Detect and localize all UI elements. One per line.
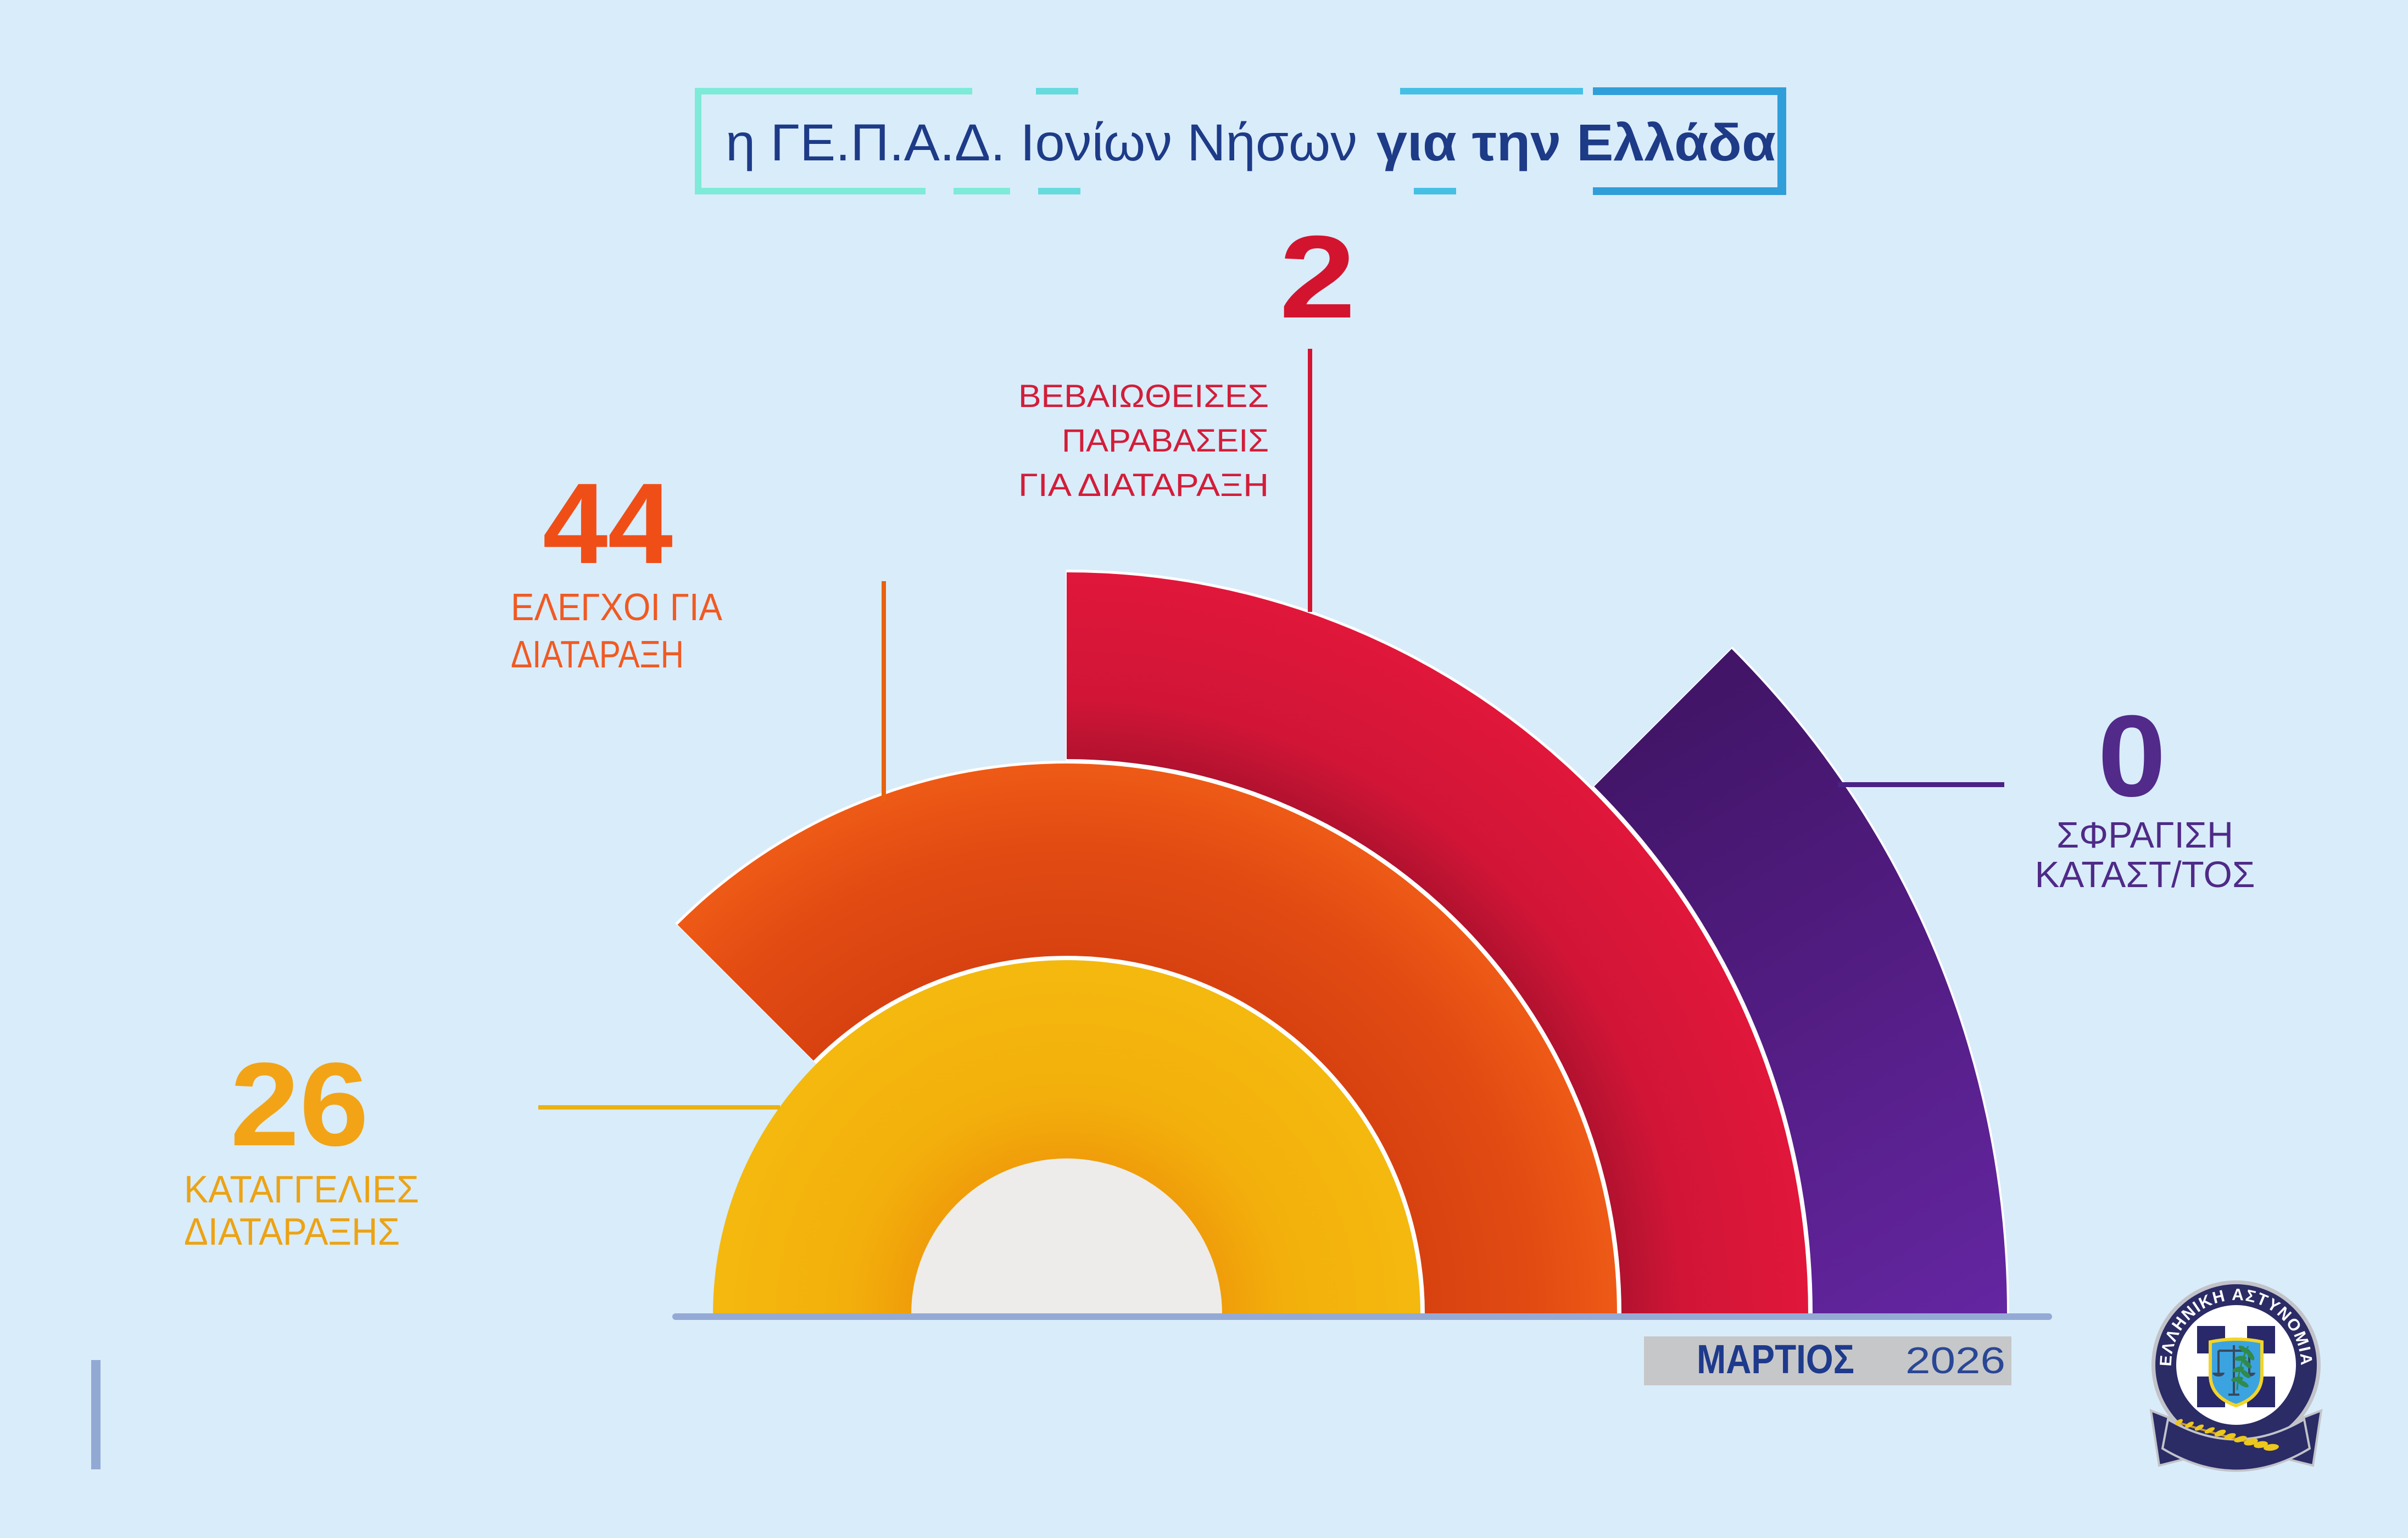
svg-text:ΠΑΡΑΒΑΣΕΙΣ: ΠΑΡΑΒΑΣΕΙΣ [1062,423,1269,459]
svg-text:0: 0 [2098,692,2166,821]
svg-text:2026: 2026 [1905,1340,2005,1381]
svg-text:2: 2 [1279,211,1356,343]
svg-text:ΜΑΡΤΙΟΣ: ΜΑΡΤΙΟΣ [1697,1336,1854,1382]
svg-text:ΔΙΑΤΑΡΑΞΗΣ: ΔΙΑΤΑΡΑΞΗΣ [184,1210,400,1253]
svg-text:ΔΙΑΤΑΡΑΞΗ: ΔΙΑΤΑΡΑΞΗ [511,633,684,676]
svg-text:26: 26 [230,1038,369,1171]
svg-text:ΣΦΡΑΓΙΣΗ: ΣΦΡΑΓΙΣΗ [2056,815,2233,856]
svg-text:44: 44 [543,460,673,588]
svg-text:ΚΑΤΑΣΤ/ΤΟΣ: ΚΑΤΑΣΤ/ΤΟΣ [2035,854,2255,895]
svg-text:ΚΑΤΑΓΓΕΛΙΕΣ: ΚΑΤΑΓΓΕΛΙΕΣ [184,1168,419,1211]
svg-text:ΓΙΑ ΔΙΑΤΑΡΑΞΗ: ΓΙΑ ΔΙΑΤΑΡΑΞΗ [1018,467,1269,503]
svg-text:η ΓΕ.Π.Α.Δ. Ιονίων Νήσων: η ΓΕ.Π.Α.Δ. Ιονίων Νήσων [726,114,1357,172]
svg-text:ΕΛΕΓΧΟΙ ΓΙΑ: ΕΛΕΓΧΟΙ ΓΙΑ [511,586,722,628]
svg-text:ΒΕΒΑΙΩΘΕΙΣΕΣ: ΒΕΒΑΙΩΘΕΙΣΕΣ [1018,378,1269,414]
svg-text:για την Ελλάδα: για την Ελλάδα [1376,114,1776,172]
